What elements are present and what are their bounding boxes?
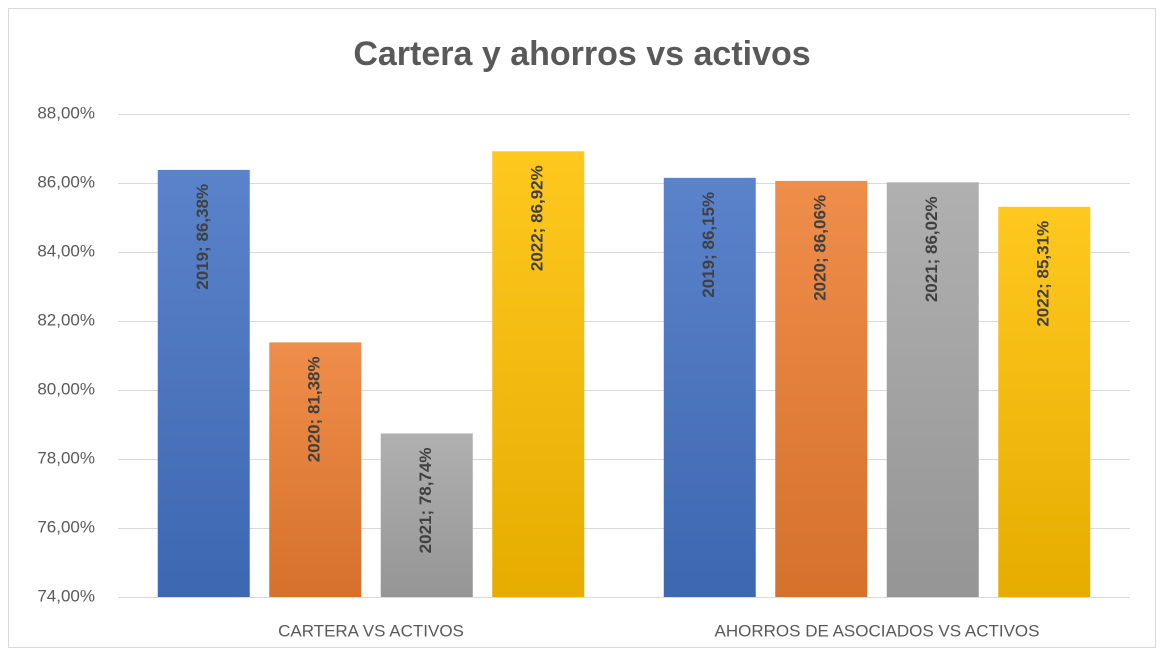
bar bbox=[380, 433, 473, 597]
y-tick-label: 76,00% bbox=[37, 517, 95, 536]
y-tick-label: 88,00% bbox=[37, 103, 95, 122]
bar bbox=[775, 180, 868, 597]
data-label: 2019; 86,15% bbox=[699, 192, 718, 298]
y-tick-label: 82,00% bbox=[37, 310, 95, 329]
data-label: 2022; 86,92% bbox=[528, 165, 547, 271]
bar bbox=[886, 182, 979, 597]
chart-title: Cartera y ahorros vs activos bbox=[353, 35, 810, 73]
data-label: 2022; 85,31% bbox=[1034, 221, 1053, 327]
data-label: 2021; 86,02% bbox=[922, 196, 941, 302]
data-label: 2021; 78,74% bbox=[416, 447, 435, 553]
y-tick-label: 74,00% bbox=[37, 586, 95, 605]
y-tick-label: 84,00% bbox=[37, 241, 95, 260]
data-label: 2020; 81,38% bbox=[305, 356, 324, 462]
y-tick-label: 78,00% bbox=[37, 448, 95, 467]
data-label: 2019; 86,38% bbox=[193, 184, 212, 290]
x-tick-label: CARTERA VS ACTIVOS bbox=[278, 621, 464, 640]
bar bbox=[998, 206, 1091, 597]
y-tick-label: 80,00% bbox=[37, 379, 95, 398]
data-label: 2020; 86,06% bbox=[811, 195, 830, 301]
bar bbox=[663, 177, 756, 597]
bar bbox=[269, 342, 362, 597]
bar bbox=[157, 169, 250, 597]
bar bbox=[492, 151, 585, 597]
x-tick-label: AHORROS DE ASOCIADOS VS ACTIVOS bbox=[715, 621, 1040, 640]
y-tick-label: 86,00% bbox=[37, 172, 95, 191]
